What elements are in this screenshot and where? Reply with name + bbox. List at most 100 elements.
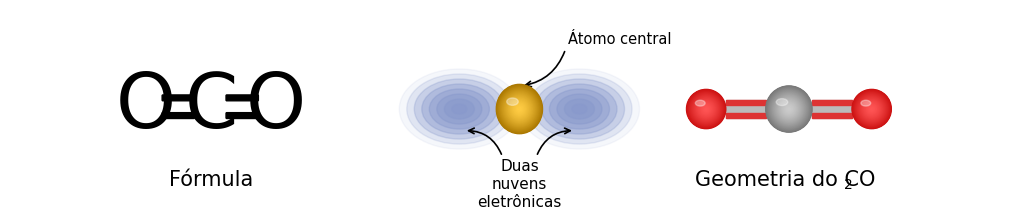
Ellipse shape: [702, 105, 710, 113]
Ellipse shape: [767, 87, 811, 131]
Ellipse shape: [698, 101, 714, 117]
Ellipse shape: [498, 85, 542, 133]
Ellipse shape: [502, 90, 538, 128]
FancyBboxPatch shape: [226, 113, 258, 119]
Ellipse shape: [861, 100, 870, 106]
FancyBboxPatch shape: [226, 95, 258, 101]
Bar: [726, 113, 766, 118]
Ellipse shape: [782, 103, 796, 116]
Ellipse shape: [784, 104, 794, 114]
Ellipse shape: [785, 106, 792, 112]
Ellipse shape: [399, 69, 519, 149]
Ellipse shape: [776, 96, 802, 122]
Ellipse shape: [856, 94, 887, 124]
Ellipse shape: [519, 69, 640, 149]
Ellipse shape: [785, 106, 793, 113]
Ellipse shape: [688, 91, 724, 127]
Bar: [812, 100, 852, 118]
Ellipse shape: [779, 99, 799, 119]
Ellipse shape: [863, 101, 880, 117]
Ellipse shape: [694, 97, 718, 121]
Ellipse shape: [778, 98, 800, 120]
Ellipse shape: [784, 105, 794, 113]
Ellipse shape: [864, 101, 880, 117]
Ellipse shape: [862, 100, 881, 118]
Ellipse shape: [506, 95, 532, 123]
Ellipse shape: [703, 107, 709, 111]
Ellipse shape: [860, 97, 884, 121]
Ellipse shape: [511, 100, 528, 118]
Text: Geometria do CO: Geometria do CO: [695, 170, 876, 190]
Ellipse shape: [510, 99, 529, 119]
Ellipse shape: [700, 103, 712, 115]
Ellipse shape: [687, 90, 725, 128]
Ellipse shape: [855, 93, 888, 125]
Ellipse shape: [870, 108, 872, 110]
Ellipse shape: [857, 95, 886, 123]
Ellipse shape: [497, 85, 542, 133]
Ellipse shape: [506, 94, 534, 124]
Ellipse shape: [773, 93, 805, 125]
Ellipse shape: [781, 101, 797, 117]
Text: Duas
nuvens
eletrônicas: Duas nuvens eletrônicas: [477, 159, 561, 210]
Text: Átomo central: Átomo central: [568, 32, 672, 48]
Ellipse shape: [858, 95, 886, 123]
Ellipse shape: [774, 94, 804, 124]
Ellipse shape: [768, 88, 810, 130]
Text: 2: 2: [845, 178, 853, 192]
Ellipse shape: [769, 89, 809, 129]
Ellipse shape: [509, 98, 529, 120]
Ellipse shape: [770, 90, 808, 128]
Ellipse shape: [497, 84, 543, 134]
Ellipse shape: [695, 98, 717, 120]
Ellipse shape: [699, 102, 713, 116]
Bar: [726, 100, 766, 105]
Ellipse shape: [518, 108, 520, 110]
Ellipse shape: [513, 103, 525, 115]
Ellipse shape: [498, 86, 541, 132]
Ellipse shape: [505, 94, 534, 124]
Ellipse shape: [689, 93, 723, 125]
Ellipse shape: [778, 99, 800, 119]
Ellipse shape: [859, 97, 885, 122]
Ellipse shape: [513, 102, 526, 116]
Ellipse shape: [422, 84, 497, 134]
Ellipse shape: [853, 90, 891, 128]
Ellipse shape: [507, 98, 518, 105]
Ellipse shape: [517, 107, 521, 111]
Ellipse shape: [864, 102, 880, 117]
Ellipse shape: [688, 91, 724, 127]
Ellipse shape: [771, 91, 807, 127]
Ellipse shape: [867, 105, 876, 113]
Ellipse shape: [689, 92, 723, 126]
Ellipse shape: [698, 102, 714, 117]
Ellipse shape: [773, 93, 805, 125]
Ellipse shape: [699, 102, 713, 116]
Ellipse shape: [515, 104, 524, 114]
Ellipse shape: [690, 93, 722, 125]
Ellipse shape: [500, 88, 539, 130]
Text: O: O: [116, 70, 176, 144]
Ellipse shape: [429, 89, 489, 129]
Ellipse shape: [766, 86, 812, 132]
Ellipse shape: [776, 97, 801, 121]
Ellipse shape: [869, 107, 873, 111]
Ellipse shape: [857, 94, 887, 124]
Ellipse shape: [784, 104, 794, 114]
Bar: [812, 100, 852, 105]
Ellipse shape: [865, 102, 879, 116]
Ellipse shape: [686, 89, 726, 129]
Ellipse shape: [690, 93, 722, 125]
Ellipse shape: [771, 91, 807, 127]
Ellipse shape: [697, 100, 715, 118]
Ellipse shape: [778, 98, 800, 120]
Ellipse shape: [691, 94, 721, 124]
Ellipse shape: [775, 95, 803, 123]
Ellipse shape: [505, 93, 535, 125]
Ellipse shape: [787, 108, 791, 110]
Ellipse shape: [870, 107, 873, 111]
Ellipse shape: [696, 99, 717, 119]
Ellipse shape: [503, 91, 536, 127]
Ellipse shape: [695, 100, 706, 106]
Ellipse shape: [444, 99, 474, 119]
